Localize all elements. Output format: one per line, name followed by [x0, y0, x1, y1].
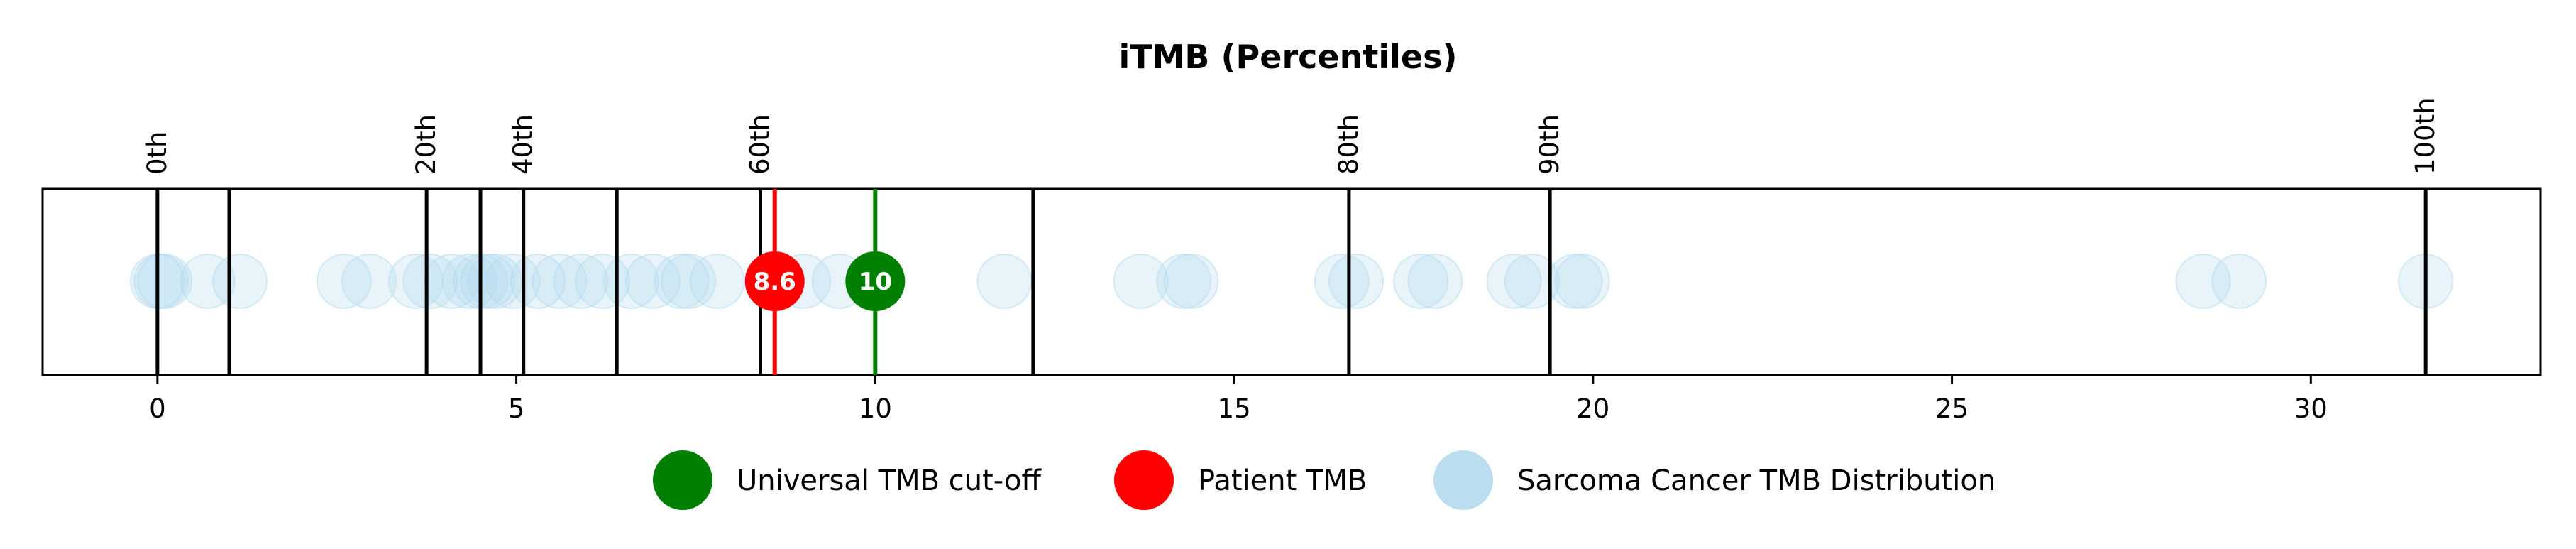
distribution-point-20 — [624, 254, 681, 309]
x-tick-label-5: 5 — [508, 393, 525, 424]
distribution-point-23 — [689, 254, 745, 309]
legend: Universal TMB cut-off Patient TMB Sarcoma … — [653, 450, 1996, 510]
distribution-point-16 — [532, 254, 588, 309]
x-tick-label-30: 30 — [2294, 393, 2328, 424]
universal-tmb-cut-off-value-label: 10 — [859, 268, 892, 296]
distribution-point-10 — [441, 254, 497, 309]
plot-frame — [41, 187, 2542, 376]
distribution-point-5 — [316, 254, 372, 309]
distribution-point-22 — [661, 254, 717, 309]
legend-label-patient-tmb: Patient TMB — [1198, 464, 1367, 497]
distribution-point-33 — [1407, 254, 1463, 309]
x-tick-label-15: 15 — [1218, 393, 1251, 424]
distribution-point-27 — [1113, 254, 1169, 309]
percentile-label-100th: 100th — [2410, 97, 2440, 175]
legend-swatch-patient-tmb — [1114, 450, 1174, 510]
legend-label-universal-tmb-cut-off: Universal TMB cut-off — [737, 464, 1042, 497]
distribution-point-14 — [485, 254, 541, 309]
plot-area: 0th 20th 40th 60th 80th 90th 100th 8.6 10 0 5 10 15 2… — [41, 97, 2542, 424]
percentile-label-40th: 40th — [508, 114, 539, 175]
universal-tmb-cut-off-marker — [845, 251, 906, 311]
distribution-point-31 — [1328, 254, 1385, 309]
x-tick-label-20: 20 — [1576, 393, 1609, 424]
distribution-point-37 — [1554, 254, 1610, 309]
distribution-point-39 — [2211, 254, 2267, 309]
distribution-point-6 — [341, 254, 397, 309]
legend-swatch-sarcoma-cancer-tmb-distribution — [1433, 450, 1493, 510]
distribution-point-2 — [136, 254, 192, 309]
legend-swatch-universal-tmb-cut-off — [653, 450, 712, 510]
distribution-point-36 — [1547, 254, 1603, 309]
percentile-label-0th: 0th — [142, 131, 172, 175]
legend-label-sarcoma-cancer-tmb-distribution: Sarcoma Cancer TMB Distribution — [1517, 464, 1996, 497]
distribution-point-34 — [1486, 254, 1542, 309]
distribution-point-28 — [1156, 254, 1212, 309]
distribution-point-12 — [460, 254, 516, 309]
distribution-point-3 — [180, 254, 236, 309]
distribution-point-35 — [1504, 254, 1560, 309]
patient-tmb-value-label: 8.6 — [754, 268, 796, 296]
chart-title: iTMB (Percentiles) — [1119, 38, 1458, 76]
distribution-point-21 — [654, 254, 710, 309]
percentile-label-90th: 90th — [1534, 114, 1565, 175]
distribution-point-8 — [402, 254, 458, 309]
percentile-label-80th: 80th — [1333, 114, 1364, 175]
distribution-point-32 — [1393, 254, 1449, 309]
distribution-point-38 — [2175, 254, 2231, 309]
percentile-label-60th: 60th — [744, 114, 775, 175]
distribution-point-30 — [1314, 254, 1370, 309]
distribution-point-29 — [1163, 254, 1219, 309]
percentile-label-20th: 20th — [411, 114, 441, 175]
distribution-point-26 — [976, 254, 1033, 309]
patient-tmb-marker — [744, 251, 805, 311]
distribution-point-4 — [212, 254, 268, 309]
distribution-point-17 — [553, 254, 609, 309]
x-tick-label-10: 10 — [859, 393, 892, 424]
x-tick-label-0: 0 — [149, 393, 166, 424]
x-tick-label-25: 25 — [1935, 393, 1969, 424]
